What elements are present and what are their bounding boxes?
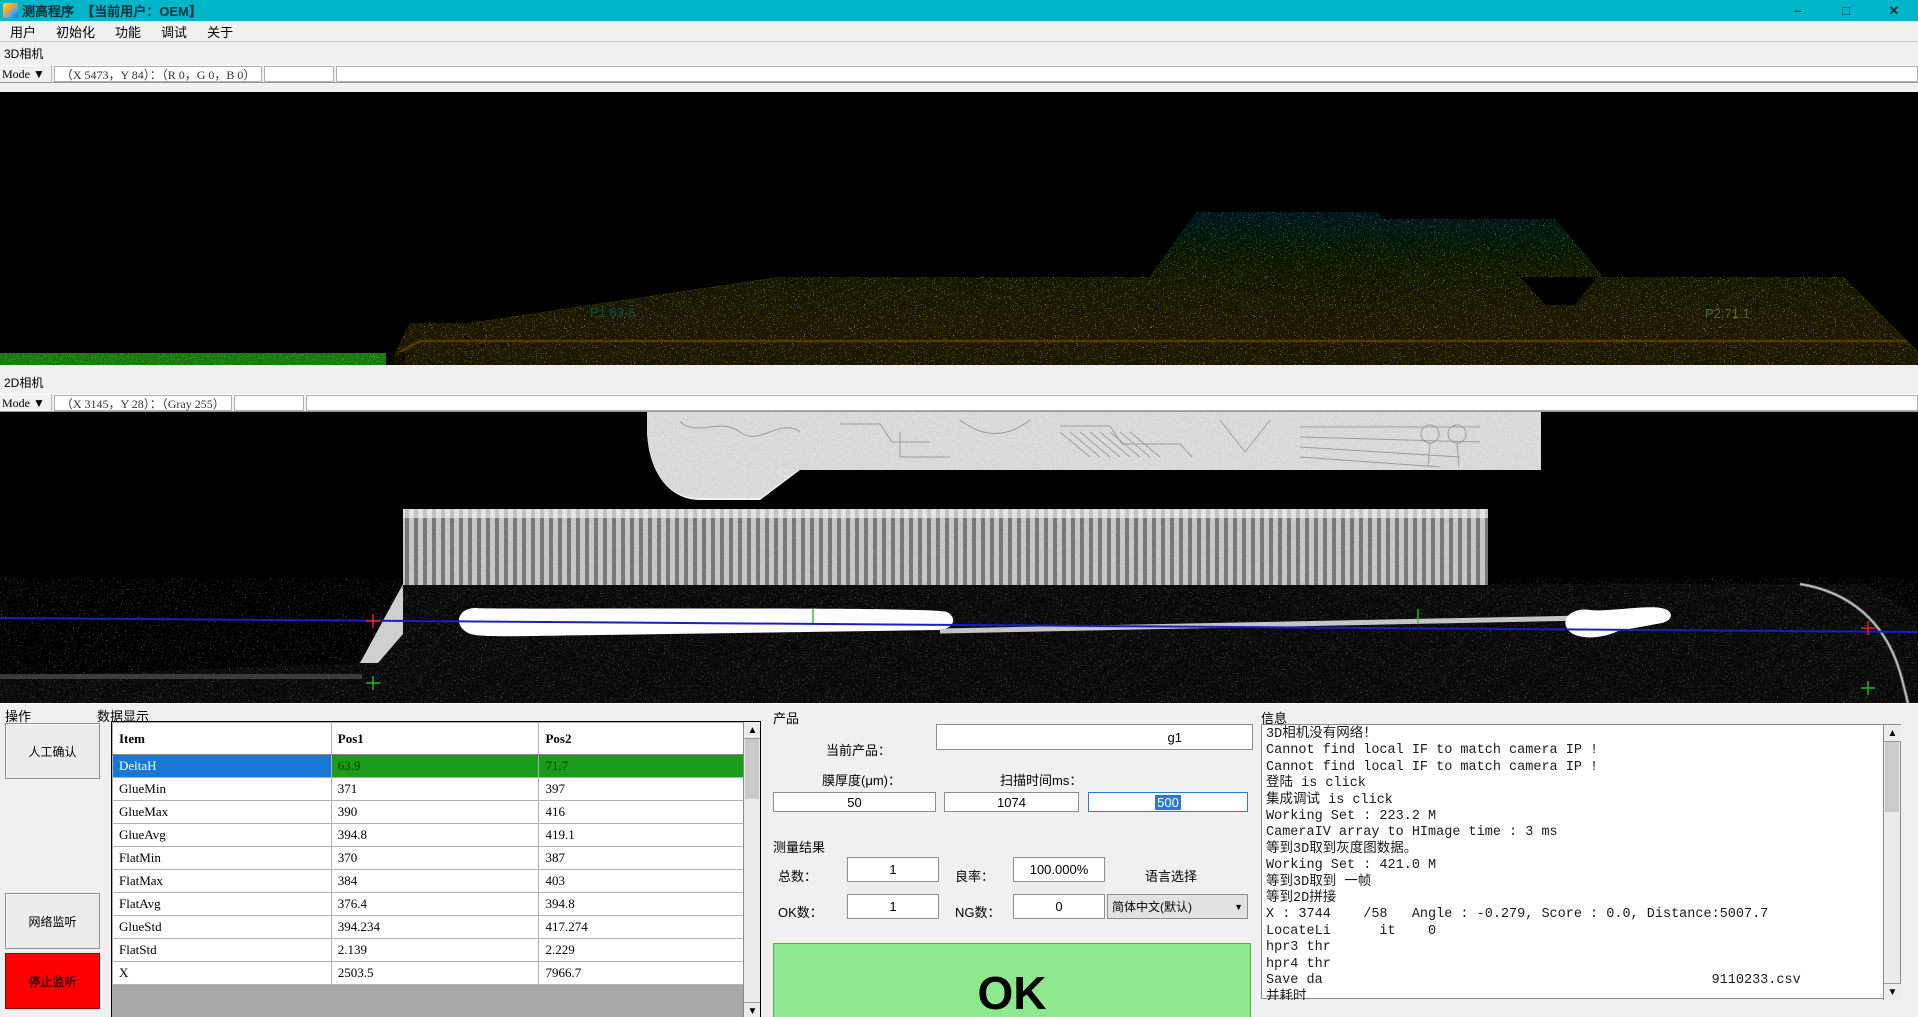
svg-text:P1:63.8: P1:63.8: [590, 305, 635, 320]
svg-text:P2:71.1: P2:71.1: [1705, 306, 1750, 321]
